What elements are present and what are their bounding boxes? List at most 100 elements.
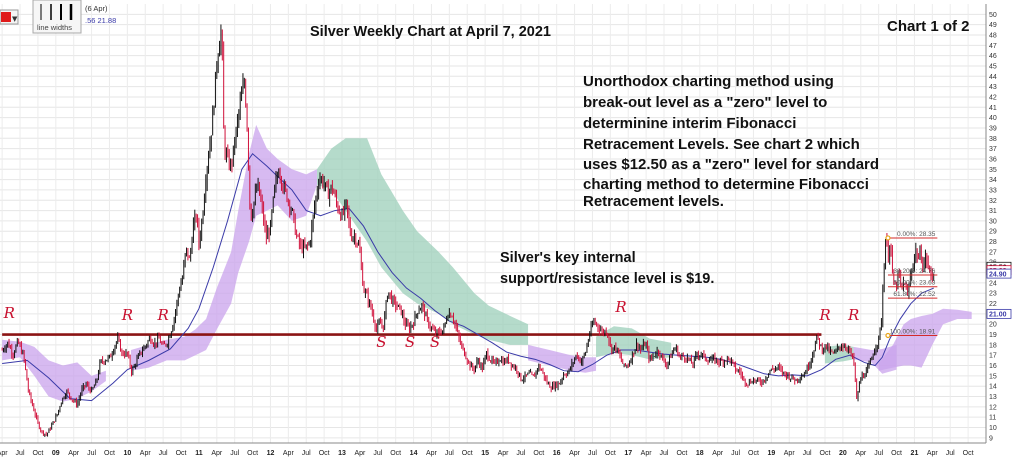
y-tick-label: 14 — [989, 384, 997, 391]
resistance-mark: R — [818, 306, 830, 324]
x-tick-label: 14 — [410, 450, 418, 457]
y-tick-label: 29 — [989, 229, 997, 236]
method-note-line: determinine interim Fibonacci — [583, 115, 796, 132]
method-note-line: break-out level as a "zero" level to — [583, 94, 827, 111]
x-tick-label: Jul — [874, 450, 883, 457]
y-tick-label: 39 — [989, 125, 997, 132]
y-axis: 9101112131415161718192021222324252627282… — [985, 4, 1012, 443]
cloud-bearish — [528, 344, 597, 373]
y-tick-label: 47 — [989, 43, 997, 50]
x-tick-label: 17 — [624, 450, 632, 457]
key-level-note-line: support/resistance level is $19. — [500, 271, 714, 287]
y-tick-label: 32 — [989, 198, 997, 205]
method-note-line: Unorthodox charting method using — [583, 73, 834, 90]
x-axis: Apr Jul Oct 09 Apr Jul Oct 10 Apr Jul Oct 11 Apr Jul O… — [0, 442, 986, 457]
x-tick-label: 16 — [553, 450, 561, 457]
cloud-bearish — [130, 124, 317, 371]
moving-average-layer — [2, 153, 934, 402]
y-tick-label: 43 — [989, 84, 997, 91]
x-tick-label: Apr — [140, 450, 152, 457]
color-swatch — [1, 12, 11, 22]
price-tag-label: 21.00 — [989, 312, 1007, 319]
cloud-bullish — [316, 138, 529, 345]
x-tick-label: Apr — [426, 450, 438, 457]
y-tick-label: 48 — [989, 32, 997, 39]
y-tick-label: 49 — [989, 22, 997, 29]
method-note-line: uses $12.50 as a "zero" level for standa… — [583, 156, 879, 173]
method-note-line: charting method to determine Fibonacci — [583, 176, 869, 193]
x-tick-label: Oct — [605, 450, 616, 457]
chevron-down-icon: ▼ — [12, 15, 18, 23]
y-tick-label: 38 — [989, 136, 997, 143]
y-tick-label: 28 — [989, 239, 997, 246]
x-tick-label: Jul — [445, 450, 454, 457]
date-label: (6 Apr) — [85, 4, 108, 13]
line-widths-label: line widths — [37, 23, 72, 32]
y-tick-label: 31 — [989, 208, 997, 215]
cloud-bearish — [2, 339, 106, 402]
y-tick-label: 23 — [989, 291, 997, 298]
y-tick-label: 9 — [989, 435, 993, 442]
x-tick-label: Oct — [247, 450, 258, 457]
method-note-line: Retracement Levels. See chart 2 which — [583, 136, 860, 153]
x-tick-label: Apr — [569, 450, 581, 457]
x-tick-label: 09 — [52, 450, 60, 457]
x-tick-label: Oct — [820, 450, 831, 457]
fib-anchor — [885, 235, 891, 241]
key-level-note-line: Silver's key internal — [500, 250, 636, 266]
x-tick-label: Jul — [373, 450, 382, 457]
y-tick-label: 19 — [989, 332, 997, 339]
resistance-mark: R — [847, 306, 859, 324]
y-tick-label: 22 — [989, 301, 997, 308]
price-tag-label: 24.90 — [989, 271, 1007, 278]
x-tick-label: Apr — [855, 450, 867, 457]
x-tick-label: Jul — [87, 450, 96, 457]
fibonacci-retracement: 0.00%: 28.35 38.20%: 24.76 50.00%: 23.63 61… — [885, 231, 938, 339]
y-tick-label: 41 — [989, 105, 997, 112]
x-tick-label: Jul — [230, 450, 239, 457]
method-note: Unorthodox charting method using break-o… — [583, 73, 879, 210]
key-level-note: Silver's key internal support/resistance… — [500, 250, 714, 287]
chart-number: Chart 1 of 2 — [887, 18, 970, 35]
fib-level-label: 0.00%: 28.35 — [897, 231, 936, 238]
y-tick-label: 10 — [989, 425, 997, 432]
x-tick-label: Apr — [283, 450, 295, 457]
y-tick-label: 50 — [989, 12, 997, 19]
fib-level-label: 38.20%: 24.76 — [893, 268, 935, 275]
fib-anchor — [885, 332, 891, 339]
method-note-line: Retracement levels. — [583, 193, 724, 210]
x-tick-label: Apr — [68, 450, 80, 457]
x-tick-label: Apr — [641, 450, 653, 457]
x-tick-label: 13 — [338, 450, 346, 457]
moving-average-line — [2, 153, 934, 402]
support-mark: S — [430, 333, 440, 351]
price-tag-box — [986, 308, 1012, 319]
y-tick-label: 46 — [989, 53, 997, 60]
chart-grid — [0, 4, 986, 443]
fib-level-label: 61.80%: 22.52 — [893, 291, 935, 298]
y-tick-label: 16 — [989, 363, 997, 370]
x-tick-label: Apr — [498, 450, 510, 457]
x-tick-label: Jul — [946, 450, 955, 457]
x-tick-label: Oct — [176, 450, 187, 457]
x-tick-label: Apr — [712, 450, 724, 457]
y-tick-label: 17 — [989, 353, 997, 360]
x-tick-label: 18 — [696, 450, 704, 457]
x-tick-label: 11 — [195, 450, 203, 457]
x-tick-label: Jul — [302, 450, 311, 457]
chart-title: Silver Weekly Chart at April 7, 2021 — [310, 24, 551, 40]
x-tick-label: 10 — [123, 450, 131, 457]
y-tick-label: 37 — [989, 146, 997, 153]
x-tick-label: Jul — [516, 450, 525, 457]
x-tick-label: Jul — [159, 450, 168, 457]
price-tag-box — [986, 268, 1012, 279]
x-tick-label: Apr — [927, 450, 939, 457]
y-tick-label: 20 — [989, 322, 997, 329]
x-tick-label: Apr — [354, 450, 366, 457]
fib-level-label: 100.00%: 18.91 — [890, 328, 936, 335]
y-tick-label: 18 — [989, 342, 997, 349]
y-tick-label: 13 — [989, 394, 997, 401]
price-layer — [1, 24, 935, 437]
quote-fragment: .56 21.88 — [85, 16, 116, 25]
x-tick-label: Apr — [211, 450, 223, 457]
